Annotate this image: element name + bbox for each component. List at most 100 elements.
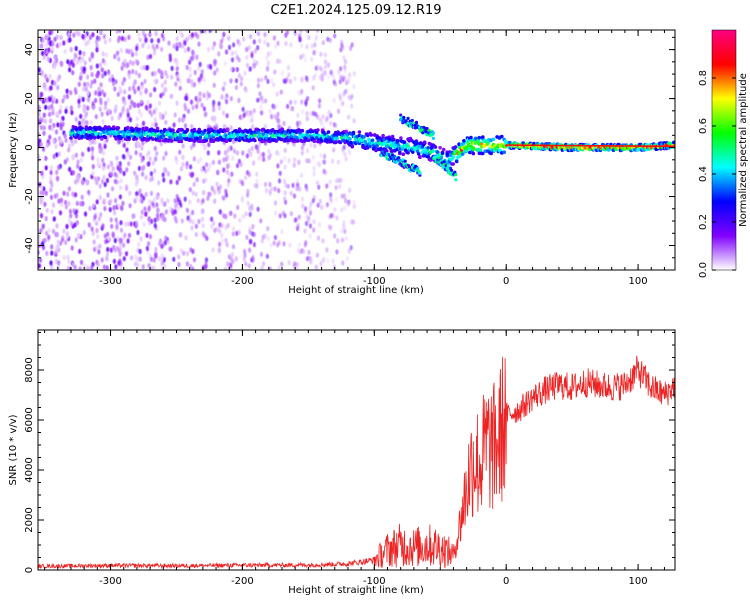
spectrogram-noise-blob bbox=[45, 250, 49, 256]
spectrogram-noise-blob bbox=[303, 228, 307, 234]
spectrogram-noise-blob bbox=[344, 156, 348, 162]
spectrogram-noise-blob bbox=[263, 123, 267, 129]
spectrogram-noise-blob bbox=[79, 259, 84, 265]
spectrogram-noise-blob bbox=[253, 183, 257, 189]
spectrogram-noise-blob bbox=[91, 230, 95, 236]
spectrogram-noise-blob bbox=[39, 199, 43, 205]
spectrogram-noise-blob bbox=[217, 101, 221, 107]
spectrogram-branch-point bbox=[431, 136, 435, 140]
spectrogram-noise-blob bbox=[175, 36, 179, 42]
spectrogram-ridge-point bbox=[453, 145, 458, 149]
spectrogram-noise-blob bbox=[213, 115, 217, 121]
spectrogram-noise-blob bbox=[150, 266, 154, 270]
spectrogram-noise-blob bbox=[191, 190, 195, 196]
spectrogram-noise-blob bbox=[287, 72, 291, 78]
spectrogram-noise-blob bbox=[149, 256, 154, 262]
spectrogram-noise-blob bbox=[280, 70, 284, 76]
snr-y-tick-label: 8000 bbox=[24, 357, 35, 382]
spectrogram-noise-blob bbox=[307, 215, 311, 221]
spectrogram-noise-blob bbox=[139, 152, 143, 158]
spectrogram-noise-blob bbox=[328, 120, 333, 126]
spectrogram-noise-blob bbox=[233, 213, 237, 219]
spectrogram-noise-blob bbox=[101, 119, 105, 125]
spectrogram-noise-blob bbox=[153, 145, 157, 152]
spectrogram-noise-blob bbox=[39, 141, 43, 148]
spectrogram-noise-blob bbox=[263, 31, 267, 38]
spectrogram-noise-blob bbox=[299, 43, 304, 49]
spectrogram-noise-blob bbox=[326, 36, 330, 42]
spectrogram-noise-blob bbox=[144, 211, 148, 217]
spectrogram-noise-blob bbox=[86, 81, 90, 87]
spectrogram-noise-blob bbox=[272, 35, 276, 41]
spectrogram-noise-blob bbox=[39, 213, 44, 219]
spectrogram-noise-blob bbox=[235, 150, 239, 156]
spectrogram-noise-blob bbox=[139, 90, 143, 96]
spectrogram-noise-blob bbox=[252, 58, 256, 64]
spectrogram-noise-blob bbox=[70, 110, 74, 116]
spectrogram-noise-blob bbox=[58, 109, 62, 115]
spectrogram-noise-blob bbox=[64, 239, 68, 246]
spectrogram-noise-blob bbox=[196, 94, 200, 100]
spectrogram-noise-blob bbox=[74, 45, 78, 52]
spectrogram-ridge-point bbox=[363, 140, 368, 144]
spectrogram-noise-blob bbox=[237, 73, 241, 79]
spectrogram-noise-blob bbox=[46, 56, 50, 62]
spectrogram-ridge-point bbox=[248, 128, 252, 132]
spectrogram-noise-blob bbox=[269, 114, 274, 120]
spectrogram-noise-blob bbox=[78, 266, 82, 270]
spectrogram-ridge-point bbox=[319, 138, 324, 142]
spectrogram-ridge-point bbox=[392, 137, 396, 142]
spectrogram-noise-blob bbox=[206, 46, 211, 53]
spectrogram-noise-blob bbox=[217, 248, 221, 254]
spectrogram-ridge-point bbox=[431, 149, 435, 153]
spectrogram-noise-blob bbox=[60, 138, 64, 144]
spectrogram-noise-blob bbox=[227, 146, 231, 152]
spectrogram-noise-blob bbox=[149, 92, 153, 98]
spectrogram-noise-blob bbox=[155, 194, 160, 200]
spectrogram-ridge-point bbox=[98, 132, 103, 137]
snr-y-tick-label: 0 bbox=[24, 567, 35, 573]
spectrogram-noise-blob bbox=[310, 43, 314, 49]
spectrogram-noise-blob bbox=[177, 205, 181, 211]
spectrogram-noise-blob bbox=[141, 120, 146, 126]
spectrogram-noise-blob bbox=[144, 104, 148, 110]
spectrogram-noise-blob bbox=[47, 105, 51, 111]
spectrogram-noise-blob bbox=[79, 201, 83, 207]
spectrogram-noise-blob bbox=[333, 233, 337, 239]
spectrogram-noise-blob bbox=[295, 265, 299, 270]
spectrogram-ridge-point bbox=[339, 136, 344, 140]
spectrogram-noise-blob bbox=[188, 199, 192, 205]
spectrogram-noise-blob bbox=[195, 103, 199, 110]
spectrogram-noise-blob bbox=[278, 213, 282, 219]
spectrogram-noise-blob bbox=[111, 80, 116, 87]
spectrogram-noise-blob bbox=[52, 153, 56, 160]
spectrogram-noise-blob bbox=[294, 217, 298, 223]
spectrogram-noise-blob bbox=[180, 218, 184, 224]
spectrogram-noise-blob bbox=[173, 215, 177, 221]
spectrogram-noise-blob bbox=[109, 172, 113, 178]
spectrogram-noise-blob bbox=[172, 256, 176, 262]
spectrogram-ridge-point bbox=[158, 138, 162, 143]
spectrogram-ridge-point bbox=[192, 127, 197, 132]
spectrogram-noise-blob bbox=[309, 257, 313, 263]
spectrogram-noise-blob bbox=[124, 251, 129, 257]
spectrogram-noise-blob bbox=[147, 267, 151, 270]
spectrogram-ridge-point bbox=[92, 135, 97, 140]
spectrogram-noise-blob bbox=[153, 168, 157, 174]
spectrogram-noise-blob bbox=[272, 104, 276, 110]
spectrogram-noise-blob bbox=[161, 212, 165, 218]
spectrogram-noise-blob bbox=[105, 265, 109, 270]
spectrogram-ridge-point bbox=[370, 138, 375, 143]
spectrogram-noise-blob bbox=[329, 192, 333, 198]
spectrogram-noise-blob bbox=[180, 32, 184, 39]
snr-x-axis-label: Height of straight line (km) bbox=[288, 585, 424, 596]
spectrogram-branch-point bbox=[437, 156, 441, 160]
spectrogram-noise-blob bbox=[164, 119, 168, 125]
spectrogram-noise-blob bbox=[189, 247, 193, 253]
spectrogram-noise-blob bbox=[90, 53, 94, 59]
snr-y-tick-label: 4000 bbox=[24, 457, 35, 482]
spectrogram-branch-point bbox=[397, 156, 401, 160]
spectrogram-noise-blob bbox=[64, 204, 68, 210]
spectrogram-noise-blob bbox=[50, 267, 54, 270]
spectrogram-noise-blob bbox=[302, 249, 306, 255]
